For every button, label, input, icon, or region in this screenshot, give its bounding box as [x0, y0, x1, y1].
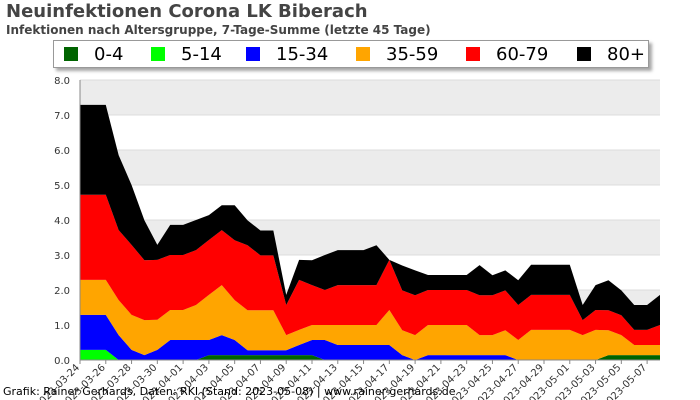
y-tick-label: 7.0 — [54, 111, 70, 122]
y-tick-label: 6.0 — [54, 146, 70, 157]
legend-label: 5-14 — [181, 43, 222, 65]
series-area-15-34 — [80, 314, 660, 360]
chart-legend: 0-4 5-14 15-34 35-59 60-79 80+ — [53, 40, 649, 68]
legend-swatch — [246, 47, 260, 61]
legend-item-60-79: 60-79 — [466, 43, 549, 65]
legend-swatch — [151, 47, 165, 61]
series-area-80-plus — [80, 104, 660, 330]
series-area-60-79 — [80, 194, 660, 345]
legend-swatch — [466, 47, 480, 61]
legend-label: 0-4 — [94, 43, 124, 65]
y-tick-label: 1.0 — [54, 321, 70, 332]
legend-item-35-59: 35-59 — [356, 43, 439, 65]
y-tick-label: 3.0 — [54, 251, 70, 262]
legend-swatch — [64, 47, 78, 61]
legend-swatch — [577, 47, 591, 61]
y-tick-label: 4.0 — [54, 216, 70, 227]
legend-item-80-plus: 80+ — [577, 43, 645, 65]
legend-item-5-14: 5-14 — [151, 43, 222, 65]
grid-band — [80, 150, 660, 185]
legend-label: 80+ — [607, 43, 645, 65]
y-tick-label: 2.0 — [54, 286, 70, 297]
y-tick-label: 5.0 — [54, 181, 70, 192]
y-tick-label: 0.0 — [54, 356, 70, 367]
chart-footer-credit: Grafik: Rainer Gerhards, Daten: RKI (Sta… — [3, 385, 456, 398]
legend-label: 15-34 — [276, 43, 329, 65]
series-area-35-59 — [80, 279, 660, 360]
chart-title: Neuinfektionen Corona LK Biberach — [6, 1, 368, 22]
legend-label: 60-79 — [496, 43, 549, 65]
legend-swatch — [356, 47, 370, 61]
legend-item-15-34: 15-34 — [246, 43, 329, 65]
y-tick-label: 8.0 — [54, 76, 70, 87]
legend-item-0-4: 0-4 — [64, 43, 124, 65]
legend-label: 35-59 — [386, 43, 439, 65]
grid-band — [80, 80, 660, 115]
chart-subtitle: Infektionen nach Altersgruppe, 7-Tage-Su… — [6, 23, 431, 37]
series-area-0-4 — [80, 355, 660, 360]
